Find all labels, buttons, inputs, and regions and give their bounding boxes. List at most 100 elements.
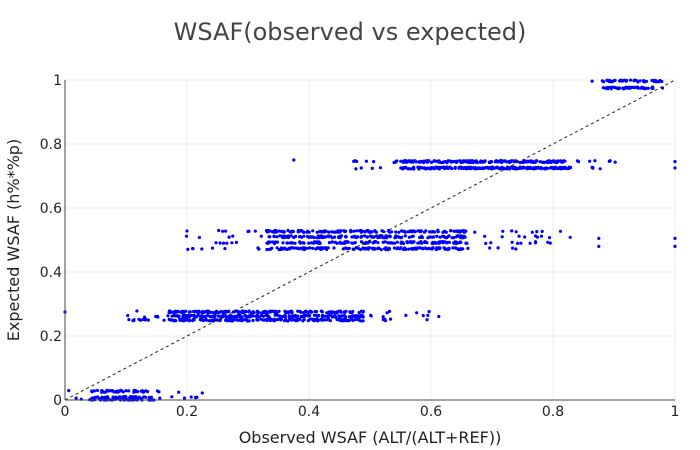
data-point <box>333 235 337 239</box>
data-point <box>267 315 271 319</box>
data-point <box>451 246 455 250</box>
data-point <box>361 319 365 323</box>
data-point <box>229 318 233 322</box>
data-point <box>489 160 493 164</box>
data-point <box>396 246 400 250</box>
data-point <box>149 395 153 399</box>
data-point <box>517 234 521 238</box>
data-point <box>541 160 545 164</box>
data-point <box>302 318 306 322</box>
data-point <box>172 319 176 323</box>
data-point <box>510 246 515 250</box>
data-point <box>328 310 332 314</box>
data-point <box>613 78 617 82</box>
data-point <box>276 313 280 317</box>
data-point <box>429 160 434 164</box>
data-point <box>533 165 537 170</box>
data-point <box>307 314 311 318</box>
data-point <box>306 319 310 323</box>
data-point <box>417 167 421 171</box>
data-point <box>359 166 363 170</box>
data-point <box>74 396 78 400</box>
data-point <box>462 166 466 170</box>
data-point <box>285 310 289 314</box>
y-tick-label: 0 <box>53 393 62 409</box>
data-point <box>568 235 572 239</box>
data-point <box>273 313 277 317</box>
data-point <box>458 229 462 233</box>
data-point <box>135 309 139 313</box>
data-point <box>236 310 240 314</box>
data-point <box>196 311 200 315</box>
x-axis-title: Observed WSAF (ALT/(ALT+REF)) <box>239 428 502 447</box>
data-point <box>227 315 231 319</box>
data-point <box>210 246 215 250</box>
data-point <box>651 86 655 90</box>
data-points <box>63 78 677 402</box>
data-point <box>335 311 339 315</box>
data-point <box>313 310 317 314</box>
data-point <box>426 313 430 317</box>
data-point <box>211 310 215 315</box>
data-point <box>195 395 199 399</box>
data-point <box>381 315 385 319</box>
data-point <box>432 159 436 163</box>
data-point <box>157 390 161 394</box>
data-point <box>259 234 263 238</box>
data-point <box>423 246 427 250</box>
data-point <box>434 165 438 169</box>
data-point <box>342 310 346 314</box>
data-point <box>408 230 412 234</box>
x-tick-label: 0.8 <box>542 404 564 420</box>
data-point <box>188 310 192 314</box>
data-point <box>302 234 306 238</box>
y-tick-label: 0.2 <box>40 329 62 345</box>
data-point <box>423 167 428 171</box>
data-point <box>315 246 319 250</box>
data-point <box>224 229 228 233</box>
data-point <box>509 165 513 169</box>
data-point <box>472 167 476 171</box>
data-point <box>528 241 532 245</box>
data-point <box>283 247 287 251</box>
data-point <box>591 166 595 170</box>
data-point <box>275 235 279 239</box>
reference-diagonal-line <box>64 79 676 401</box>
data-point <box>529 160 533 164</box>
data-point <box>510 240 514 244</box>
data-point <box>179 310 183 314</box>
data-point <box>191 247 195 251</box>
data-point <box>236 313 240 317</box>
data-point <box>129 395 133 399</box>
data-point <box>213 313 217 318</box>
data-point <box>307 235 311 239</box>
data-point <box>257 247 261 251</box>
data-point <box>274 240 278 244</box>
data-point <box>643 87 647 91</box>
data-point <box>392 246 396 250</box>
x-tick-label: 0 <box>61 404 70 420</box>
data-point <box>104 396 108 400</box>
data-point <box>281 235 285 240</box>
data-point <box>319 229 323 234</box>
x-tick-label: 0.2 <box>176 404 198 420</box>
data-point <box>301 241 306 245</box>
data-point <box>330 240 334 244</box>
data-point <box>408 167 412 171</box>
data-point <box>233 314 237 318</box>
chart-title: WSAF(observed vs expected) <box>174 18 527 46</box>
data-point <box>278 247 282 252</box>
data-point <box>513 159 517 164</box>
data-point <box>208 314 212 318</box>
data-point <box>314 317 319 321</box>
data-point <box>412 165 416 169</box>
data-point <box>198 317 202 322</box>
data-point <box>435 234 439 238</box>
data-point <box>206 313 210 317</box>
data-point <box>265 318 269 322</box>
data-point <box>404 313 408 317</box>
data-point <box>230 241 234 245</box>
data-point <box>397 230 401 234</box>
data-point <box>345 246 349 251</box>
data-point <box>495 165 499 169</box>
